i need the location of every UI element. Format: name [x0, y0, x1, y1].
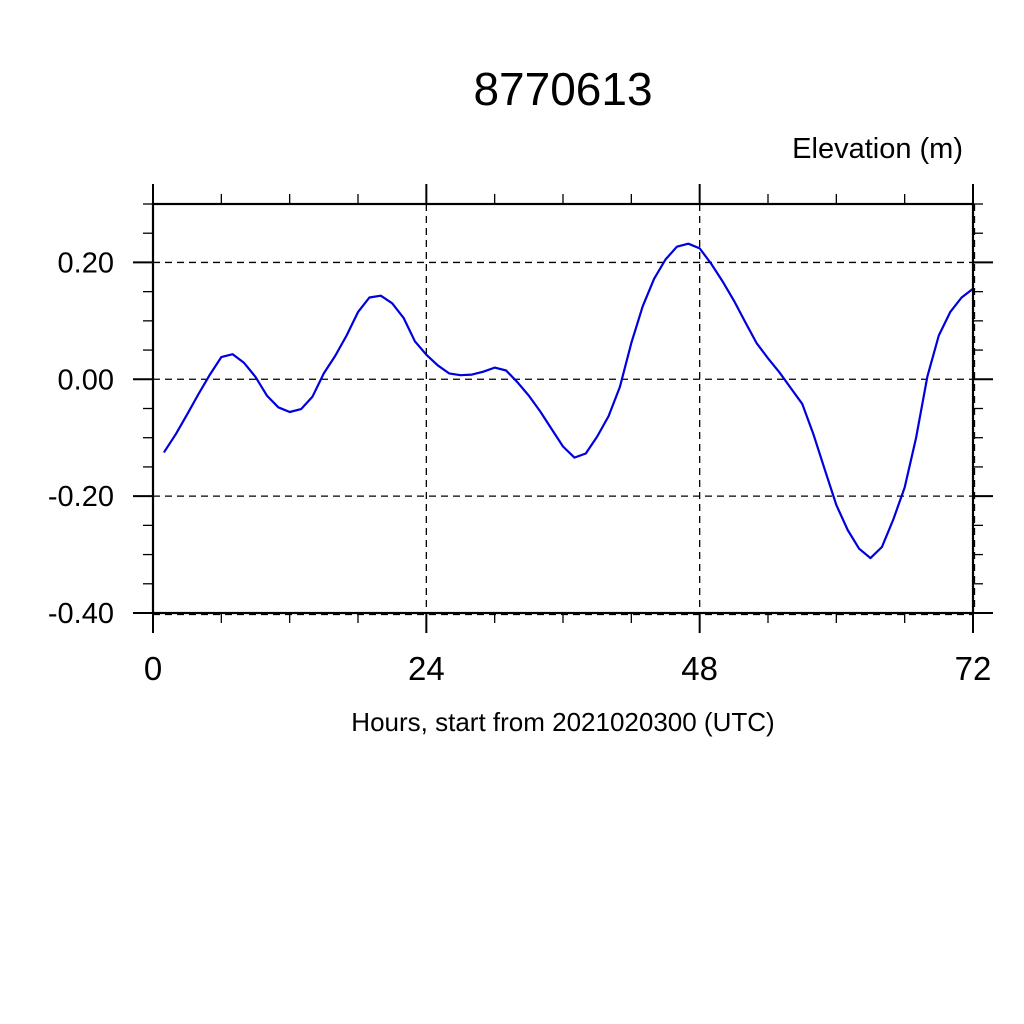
plot-frame — [151, 202, 975, 615]
x-tick-label: 48 — [681, 650, 718, 687]
x-tick-label: 0 — [144, 650, 162, 687]
y-tick-label: 0.00 — [58, 364, 114, 396]
station-title: 8770613 — [473, 63, 653, 115]
elevation-axis-label: Elevation (m) — [792, 133, 963, 165]
y-tick-label: 0.20 — [58, 247, 114, 279]
y-tick-label: -0.40 — [48, 598, 114, 630]
x-tick-label: 24 — [408, 650, 445, 687]
x-axis-title: Hours, start from 2021020300 (UTC) — [351, 707, 775, 737]
y-tick-label: -0.20 — [48, 481, 114, 513]
x-tick-label: 72 — [955, 650, 992, 687]
elevation-line — [163, 242, 975, 560]
